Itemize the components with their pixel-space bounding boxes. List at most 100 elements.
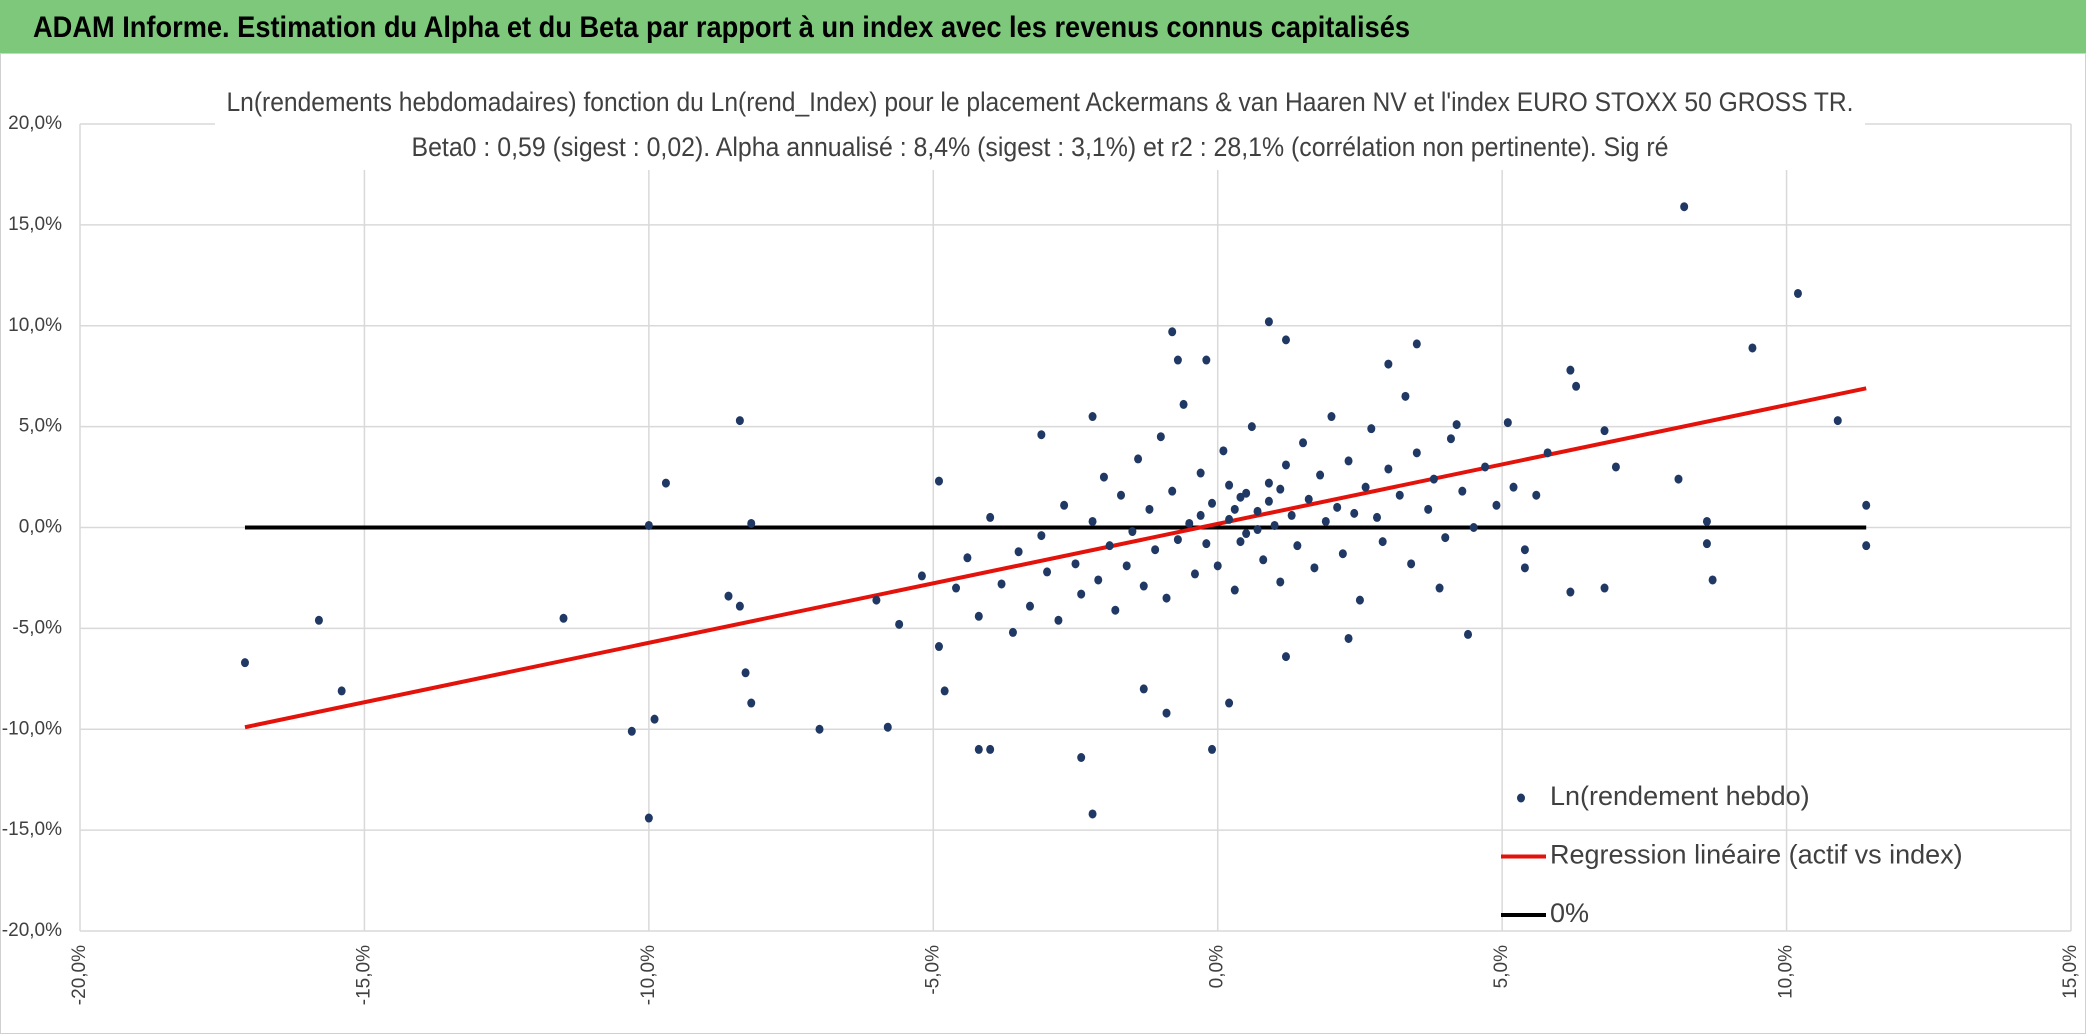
header-title: ADAM Informe. Estimation du Alpha et du … bbox=[33, 11, 1410, 44]
data-point bbox=[1862, 500, 1871, 510]
data-point bbox=[1077, 752, 1086, 762]
data-point bbox=[963, 553, 972, 563]
data-point bbox=[314, 615, 323, 625]
data-point bbox=[1225, 514, 1234, 524]
data-point bbox=[1208, 744, 1217, 754]
x-tick-label: 0,0% bbox=[1207, 945, 1228, 988]
data-point bbox=[1674, 474, 1683, 484]
data-point bbox=[986, 512, 995, 522]
data-point bbox=[1412, 339, 1421, 349]
data-point bbox=[1367, 424, 1376, 434]
data-point bbox=[1139, 581, 1148, 591]
data-point bbox=[1310, 563, 1319, 573]
data-point bbox=[1407, 559, 1416, 569]
data-point bbox=[883, 722, 892, 732]
data-point bbox=[644, 813, 653, 823]
data-point bbox=[1372, 512, 1381, 522]
chart-title: Ln(rendements hebdomadaires) fonction du… bbox=[227, 87, 1854, 117]
data-point bbox=[1702, 539, 1711, 549]
legend-label: Regression linéaire (actif vs index) bbox=[1550, 840, 1963, 870]
legend-label: 0% bbox=[1550, 898, 1589, 928]
data-point bbox=[735, 601, 744, 611]
data-point bbox=[1299, 438, 1308, 448]
data-point bbox=[1793, 288, 1802, 298]
data-point bbox=[1088, 809, 1097, 819]
data-point bbox=[1281, 460, 1290, 470]
data-point bbox=[1190, 569, 1199, 579]
data-point bbox=[997, 579, 1006, 589]
data-point bbox=[1236, 537, 1245, 547]
data-point bbox=[1276, 577, 1285, 587]
data-point bbox=[974, 611, 983, 621]
x-tick-label: -10,0% bbox=[638, 945, 659, 1005]
data-point bbox=[1748, 343, 1757, 353]
data-point bbox=[974, 744, 983, 754]
data-point bbox=[1168, 327, 1177, 337]
data-point bbox=[1702, 516, 1711, 526]
data-point bbox=[1572, 381, 1581, 391]
data-point bbox=[337, 686, 346, 696]
data-point bbox=[747, 518, 756, 528]
data-point bbox=[1230, 585, 1239, 595]
data-point bbox=[1162, 593, 1171, 603]
data-point bbox=[1253, 506, 1262, 516]
data-point bbox=[1156, 432, 1165, 442]
data-point bbox=[1242, 488, 1251, 498]
data-point bbox=[1492, 500, 1501, 510]
data-point bbox=[1202, 539, 1211, 549]
data-point bbox=[1037, 430, 1046, 440]
data-point bbox=[1253, 525, 1262, 535]
data-point bbox=[1452, 420, 1461, 430]
x-tick-label: -5,0% bbox=[922, 945, 943, 995]
data-point bbox=[1025, 601, 1034, 611]
data-point bbox=[1173, 535, 1182, 545]
data-point bbox=[627, 726, 636, 736]
data-point bbox=[1611, 462, 1620, 472]
data-point bbox=[1071, 559, 1080, 569]
data-point bbox=[952, 583, 961, 593]
data-point bbox=[1185, 518, 1194, 528]
data-point bbox=[1219, 446, 1228, 456]
data-point bbox=[1168, 486, 1177, 496]
data-point bbox=[559, 613, 568, 623]
legend-marker bbox=[1517, 793, 1525, 803]
data-point bbox=[1350, 508, 1359, 518]
data-point bbox=[1225, 480, 1234, 490]
data-point bbox=[735, 416, 744, 426]
y-tick-label: 5,0% bbox=[19, 416, 62, 437]
x-tick-label: -20,0% bbox=[69, 945, 90, 1005]
data-point bbox=[650, 714, 659, 724]
data-point bbox=[1344, 633, 1353, 643]
title-backing bbox=[215, 84, 1865, 170]
data-point bbox=[1321, 516, 1330, 526]
data-point bbox=[747, 698, 756, 708]
data-point bbox=[1128, 527, 1137, 537]
data-point bbox=[986, 744, 995, 754]
data-point bbox=[1213, 561, 1222, 571]
data-point bbox=[1708, 575, 1717, 585]
data-point bbox=[1458, 486, 1467, 496]
data-point bbox=[1276, 484, 1285, 494]
data-point bbox=[1435, 583, 1444, 593]
data-point bbox=[1333, 502, 1342, 512]
data-point bbox=[1117, 490, 1126, 500]
data-point bbox=[1162, 708, 1171, 718]
data-point bbox=[1520, 563, 1529, 573]
data-point bbox=[1236, 492, 1245, 502]
data-point bbox=[1264, 478, 1273, 488]
y-tick-label: -5,0% bbox=[12, 617, 62, 638]
data-point bbox=[1395, 490, 1404, 500]
chart-subtitle: Beta0 : 0,59 (sigest : 0,02). Alpha annu… bbox=[412, 132, 1669, 162]
series-line bbox=[244, 386, 1867, 730]
data-point bbox=[895, 619, 904, 629]
data-point bbox=[1441, 533, 1450, 543]
data-point bbox=[1862, 541, 1871, 551]
data-point bbox=[1225, 698, 1234, 708]
data-point bbox=[1151, 545, 1160, 555]
data-point bbox=[1122, 561, 1131, 571]
data-point bbox=[1520, 545, 1529, 555]
data-point bbox=[1281, 652, 1290, 662]
data-point bbox=[1099, 472, 1108, 482]
